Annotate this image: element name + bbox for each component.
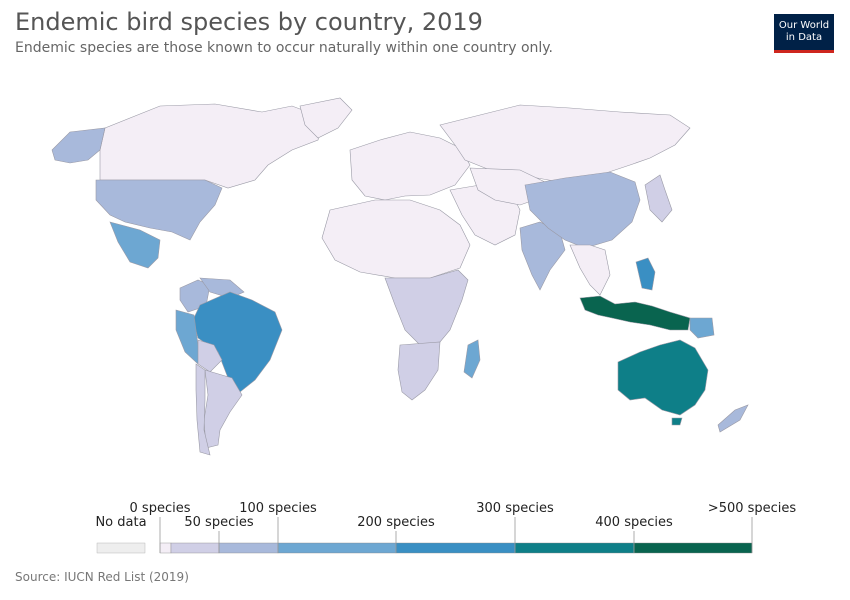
country-madagascar[interactable]	[463, 339, 481, 379]
legend-no-data-swatch[interactable]	[96, 542, 146, 554]
country-bolivia[interactable]	[197, 339, 223, 373]
country-russia[interactable]	[439, 104, 691, 183]
legend-bin-3[interactable]	[277, 542, 397, 554]
country-china[interactable]	[524, 171, 641, 249]
logo-line-1: Our World	[778, 20, 830, 31]
country-southeast-asia[interactable]	[569, 244, 611, 296]
legend-tick-label-0: 0 species	[130, 501, 191, 516]
map-layer	[51, 97, 749, 456]
country-new-zealand[interactable]	[717, 404, 749, 433]
country-africa-north[interactable]	[321, 199, 471, 279]
legend-tick-label-5: 400 species	[595, 515, 673, 530]
country-united-states[interactable]	[95, 179, 223, 241]
country-africa-central[interactable]	[384, 269, 469, 346]
legend-bin-4[interactable]	[395, 542, 516, 554]
chart-title: Endemic bird species by country, 2019	[15, 8, 483, 36]
country-greenland[interactable]	[299, 97, 353, 139]
country-africa-south[interactable]	[397, 341, 441, 401]
legend-tick-label-6: >500 species	[708, 501, 797, 516]
country-indonesia[interactable]	[579, 295, 691, 331]
country-papua-new-guinea[interactable]	[689, 317, 715, 339]
chart-subtitle: Endemic species are those known to occur…	[15, 40, 554, 56]
country-japan-korea[interactable]	[644, 174, 673, 223]
country-europe[interactable]	[349, 131, 471, 201]
country-argentina[interactable]	[203, 369, 243, 449]
legend-tick-label-4: 300 species	[476, 501, 554, 516]
legend-bin-1[interactable]	[170, 542, 220, 554]
country-brazil[interactable]	[192, 291, 283, 393]
legend-no-data-label: No data	[95, 515, 146, 530]
country-chile[interactable]	[195, 363, 211, 456]
country-australia[interactable]	[617, 339, 709, 416]
country-philippines[interactable]	[635, 257, 656, 291]
country-canada[interactable]	[99, 103, 325, 189]
legend-bin-0[interactable]	[159, 542, 172, 554]
country-tasmania[interactable]	[671, 417, 683, 426]
legend-bin-6[interactable]	[633, 542, 753, 554]
legend-bin-2[interactable]	[218, 542, 279, 554]
country-mexico[interactable]	[109, 221, 161, 269]
legend-tick-label-3: 200 species	[357, 515, 435, 530]
legend-tick-label-1: 50 species	[184, 515, 253, 530]
country-alaska[interactable]	[51, 127, 106, 164]
owid-logo[interactable]: Our World in Data	[774, 14, 834, 53]
legend-tick-label-2: 100 species	[239, 501, 317, 516]
logo-line-2: in Data	[785, 32, 823, 43]
source-note: Source: IUCN Red List (2019)	[15, 570, 189, 584]
legend-bin-5[interactable]	[514, 542, 635, 554]
